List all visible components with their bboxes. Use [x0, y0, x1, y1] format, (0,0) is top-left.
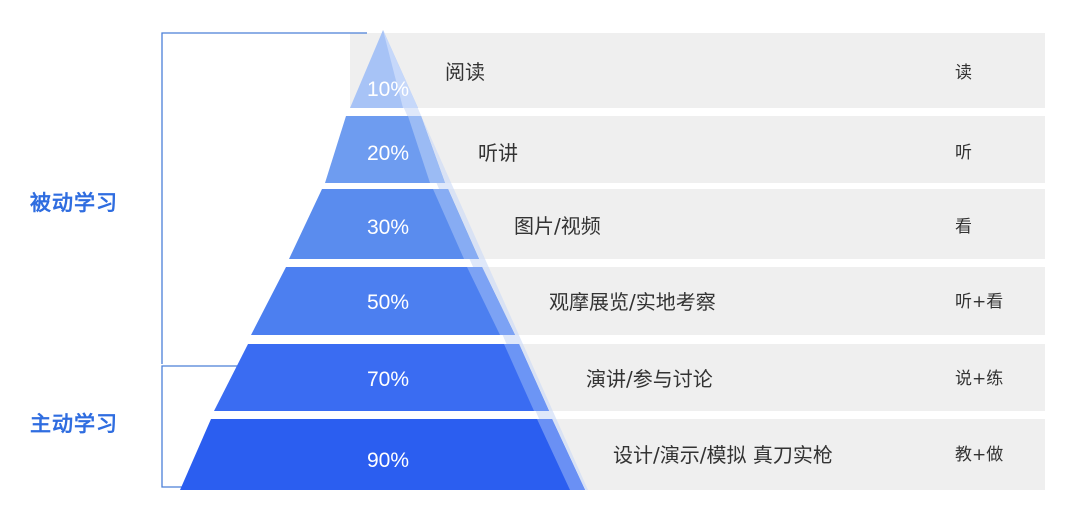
tier-highlight-3 — [433, 189, 479, 259]
method-label-2: 听讲 — [478, 141, 518, 165]
sense-label-6: 教+做 — [955, 445, 1003, 465]
method-label-3: 图片/视频 — [514, 214, 601, 238]
row-bg-1 — [350, 33, 1045, 108]
bracket-active — [161, 365, 244, 488]
pyramid-tier-4 — [251, 267, 515, 335]
group-label-passive: 被动学习 — [30, 191, 118, 215]
percent-label-5: 70% — [367, 368, 409, 391]
sense-label-1: 读 — [955, 63, 972, 83]
tier-highlight-4 — [467, 267, 515, 335]
percent-label-2: 20% — [367, 142, 409, 165]
sense-label-3: 看 — [955, 217, 972, 237]
percent-label-6: 90% — [367, 449, 409, 472]
sense-label-5: 说+练 — [955, 369, 1003, 389]
method-label-5: 演讲/参与讨论 — [586, 367, 713, 391]
tier-highlight-6 — [537, 419, 585, 490]
percent-label-1: 10% — [367, 78, 409, 101]
tier-shadow — [383, 30, 588, 490]
pyramid-tier-5 — [214, 344, 549, 411]
sense-label-4: 听+看 — [955, 292, 1003, 312]
bracket-passive — [161, 32, 367, 364]
pyramid — [180, 30, 588, 490]
percent-label-4: 50% — [367, 291, 409, 314]
sense-label-2: 听 — [955, 143, 972, 163]
method-label-6: 设计/演示/模拟 真刀实枪 — [613, 443, 833, 467]
tier-highlight-5 — [504, 344, 549, 411]
group-label-active: 主动学习 — [30, 412, 118, 436]
method-label-4: 观摩展览/实地考察 — [549, 290, 716, 314]
pyramid-tier-6 — [180, 419, 585, 490]
tier-highlight-2 — [408, 116, 445, 183]
percent-label-3: 30% — [367, 216, 409, 239]
pyramid-tier-3 — [289, 189, 479, 259]
method-label-1: 阅读 — [445, 60, 485, 84]
row-bg-2 — [350, 116, 1045, 183]
group-brackets — [161, 32, 367, 488]
tier-highlight-1 — [383, 30, 418, 108]
